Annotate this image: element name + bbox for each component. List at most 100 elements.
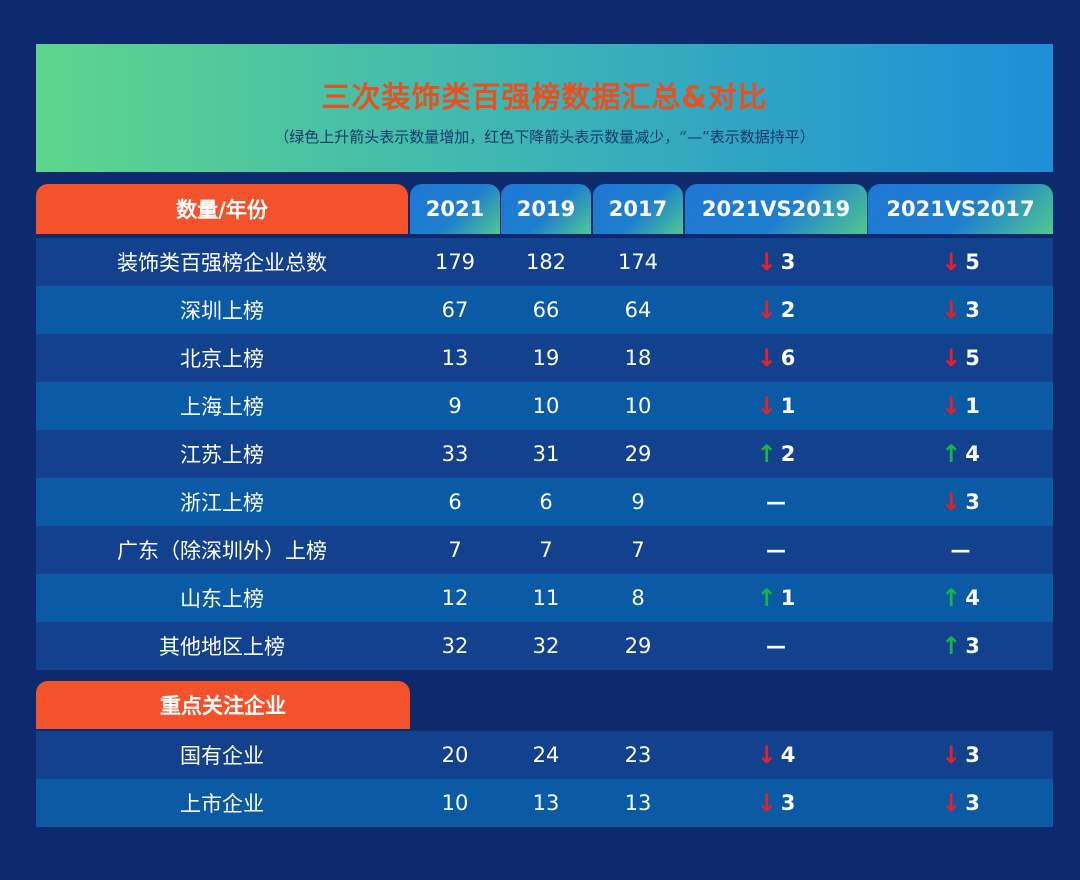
row-label: 上市企业	[180, 792, 264, 816]
arrow-down-icon: ↓	[941, 344, 962, 372]
compare-2021vs2017: ↓ 5	[868, 334, 1053, 382]
arrow-down-icon: ↓	[941, 789, 962, 817]
flat-dash: —	[766, 634, 786, 658]
compare-2021vs2019: ↓ 2	[685, 286, 867, 334]
value-2017: 7	[631, 538, 645, 562]
table-header: 数量/年份 2021 2019 2017 2021VS2019 2021VS20…	[36, 184, 1053, 234]
arrow-down-icon: ↓	[756, 789, 777, 817]
change-value: 1	[780, 394, 796, 418]
change-value: 5	[965, 250, 980, 274]
change-value: 3	[780, 791, 796, 815]
change-value: 2	[780, 298, 796, 322]
compare-2021vs2017: ↑ 4	[868, 574, 1053, 622]
row-label: 广东（除深圳外）上榜	[117, 539, 327, 563]
header-2017: 2017	[593, 184, 683, 234]
compare-2021vs2019: ↓ 1	[685, 382, 867, 430]
section-header-key-enterprises: 重点关注企业	[36, 681, 410, 729]
change-value: 1	[780, 586, 796, 610]
value-2019: 7	[539, 538, 553, 562]
arrow-up-icon: ↑	[941, 584, 962, 612]
value-2019: 11	[532, 586, 560, 610]
value-2021: 67	[441, 298, 469, 322]
value-2021: 33	[441, 442, 469, 466]
value-2017: 18	[624, 346, 652, 370]
row-label: 其他地区上榜	[159, 635, 285, 659]
value-2019: 13	[532, 791, 560, 815]
value-2017: 10	[624, 394, 652, 418]
table-row: 江苏上榜 33 31 29 ↑ 2 ↑ 4	[36, 430, 1053, 478]
compare-2021vs2017: ↑ 3	[868, 622, 1053, 670]
header-2019: 2019	[501, 184, 591, 234]
compare-2021vs2017: ↑ 4	[868, 430, 1053, 478]
change-value: 4	[965, 586, 980, 610]
table-row: 上海上榜 9 10 10 ↓ 1 ↓ 1	[36, 382, 1053, 430]
header-2021: 2021	[410, 184, 500, 234]
arrow-down-icon: ↓	[756, 248, 777, 276]
arrow-down-icon: ↓	[941, 392, 962, 420]
compare-2021vs2019: ↓ 6	[685, 334, 867, 382]
flat-dash: —	[950, 538, 971, 562]
page-subtitle: （绿色上升箭头表示数量增加，红色下降箭头表示数量减少，“—”表示数据持平）	[274, 128, 815, 146]
arrow-up-icon: ↑	[756, 584, 777, 612]
value-2019: 10	[532, 394, 560, 418]
compare-2021vs2019: —	[685, 478, 867, 526]
value-2021: 13	[441, 346, 469, 370]
value-2017: 13	[624, 791, 652, 815]
compare-2021vs2017: —	[868, 526, 1053, 574]
compare-2021vs2017: ↓ 5	[868, 238, 1053, 286]
value-2021: 12	[441, 586, 469, 610]
arrow-up-icon: ↑	[756, 440, 777, 468]
value-2017: 23	[624, 743, 652, 767]
arrow-up-icon: ↑	[941, 632, 962, 660]
value-2021: 32	[441, 634, 469, 658]
change-value: 3	[965, 298, 980, 322]
compare-2021vs2017: ↓ 3	[868, 731, 1053, 779]
row-label: 山东上榜	[180, 587, 264, 611]
value-2021: 179	[434, 250, 476, 274]
compare-2021vs2019: —	[685, 622, 867, 670]
arrow-down-icon: ↓	[941, 488, 962, 516]
arrow-down-icon: ↓	[756, 296, 777, 324]
change-value: 1	[965, 394, 980, 418]
change-value: 4	[965, 442, 980, 466]
table-row: 浙江上榜 6 6 9 — ↓ 3	[36, 478, 1053, 526]
table-row: 深圳上榜 67 66 64 ↓ 2 ↓ 3	[36, 286, 1053, 334]
table-row: 山东上榜 12 11 8 ↑ 1 ↑ 4	[36, 574, 1053, 622]
row-label: 江苏上榜	[180, 443, 264, 467]
compare-2021vs2019: ↓ 3	[685, 238, 867, 286]
row-label: 浙江上榜	[180, 491, 264, 515]
row-label: 深圳上榜	[180, 299, 264, 323]
value-2021: 6	[448, 490, 462, 514]
value-2019: 6	[539, 490, 553, 514]
compare-2021vs2019: ↓ 3	[685, 779, 867, 827]
compare-2021vs2017: ↓ 3	[868, 286, 1053, 334]
table-row: 广东（除深圳外）上榜 7 7 7 — —	[36, 526, 1053, 574]
change-value: 4	[780, 743, 796, 767]
value-2021: 9	[448, 394, 462, 418]
value-2017: 8	[631, 586, 645, 610]
row-label: 北京上榜	[180, 347, 264, 371]
arrow-down-icon: ↓	[756, 741, 777, 769]
value-2019: 66	[532, 298, 560, 322]
compare-2021vs2017: ↓ 3	[868, 478, 1053, 526]
value-2019: 24	[532, 743, 560, 767]
value-2021: 7	[448, 538, 462, 562]
compare-2021vs2019: ↑ 1	[685, 574, 867, 622]
row-label: 国有企业	[180, 744, 264, 768]
compare-2021vs2019: ↑ 2	[685, 430, 867, 478]
change-value: 3	[965, 634, 980, 658]
change-value: 3	[965, 791, 980, 815]
change-value: 3	[965, 743, 980, 767]
header-2021vs2017: 2021VS2017	[868, 184, 1053, 234]
value-2021: 10	[441, 791, 469, 815]
value-2021: 20	[441, 743, 469, 767]
compare-2021vs2019: ↓ 4	[685, 731, 867, 779]
compare-2021vs2017: ↓ 3	[868, 779, 1053, 827]
header-label-cell: 数量/年份	[36, 184, 408, 234]
header-2021vs2019: 2021VS2019	[685, 184, 867, 234]
arrow-down-icon: ↓	[941, 741, 962, 769]
compare-2021vs2017: ↓ 1	[868, 382, 1053, 430]
arrow-down-icon: ↓	[756, 392, 777, 420]
table-row: 装饰类百强榜企业总数 179 182 174 ↓ 3 ↓ 5	[36, 238, 1053, 286]
value-2019: 31	[532, 442, 560, 466]
